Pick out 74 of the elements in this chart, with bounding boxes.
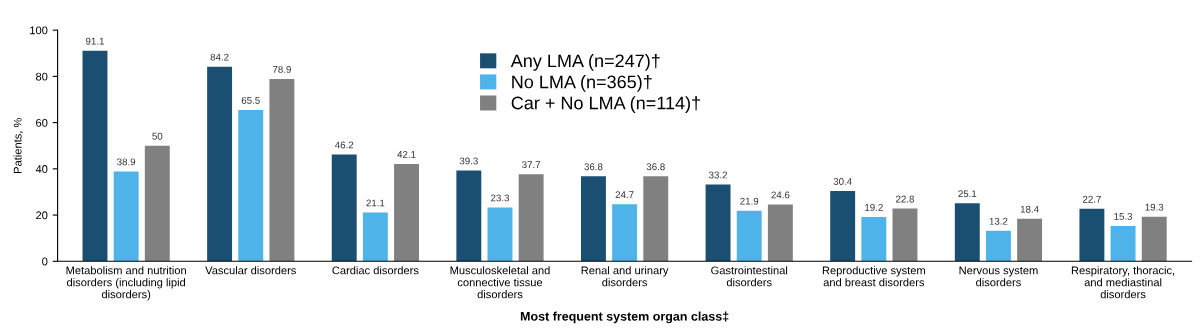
bar	[1079, 208, 1105, 262]
data-label: 22.8	[896, 195, 915, 203]
legend-label: No LMA (n=365)†	[512, 75, 652, 92]
x-tick-label: Nervous system disorders	[959, 266, 1038, 287]
data-label: 50	[152, 132, 163, 140]
x-tick-label: Renal and urinary disorders	[581, 266, 669, 287]
data-label: 19.3	[1145, 203, 1164, 211]
data-label: 65.5	[241, 96, 260, 104]
data-label: 46.2	[334, 141, 354, 149]
bar	[767, 204, 793, 262]
y-tick-label: 20	[36, 211, 48, 220]
bar	[892, 208, 918, 262]
bar	[1110, 225, 1136, 262]
x-tick-label: Respiratory, thoracic, and mediastinal disorders	[1071, 266, 1175, 299]
data-label: 15.3	[1114, 212, 1133, 220]
data-label: 33.2	[708, 171, 728, 179]
x-tick-label: Vascular disorders	[205, 266, 296, 275]
x-tick-label: Reproductive system and breast disorders	[822, 266, 925, 287]
bar	[207, 66, 233, 262]
x-tick-label: Gastrointestinal disorders	[711, 266, 788, 287]
data-label: 22.7	[1082, 195, 1101, 203]
data-label: 18.4	[1020, 205, 1039, 213]
bar	[612, 204, 638, 262]
y-axis-title: Patients, %	[13, 118, 23, 173]
bar	[830, 191, 856, 262]
y-tick-label: 40	[35, 165, 48, 173]
bar	[394, 163, 419, 262]
bar	[643, 176, 669, 262]
x-axis-title: Most frequent system organ class‡	[520, 311, 729, 324]
data-label: 24.6	[771, 191, 790, 199]
bar	[985, 230, 1011, 262]
bar	[113, 171, 139, 262]
bar	[736, 210, 762, 262]
legend-label: Any LMA (n=247)†	[510, 53, 660, 71]
data-label: 42.1	[397, 151, 416, 158]
data-label: 39.3	[459, 157, 478, 165]
bar	[1141, 216, 1167, 262]
bar	[518, 174, 544, 262]
data-label: 38.9	[117, 158, 136, 166]
bar	[238, 109, 264, 262]
data-label: 24.7	[615, 191, 634, 199]
data-label: 19.2	[865, 203, 883, 211]
data-label: 91.1	[85, 37, 104, 45]
data-label: 78.9	[272, 65, 291, 73]
data-label: 30.4	[833, 178, 852, 185]
data-label: 13.2	[989, 217, 1008, 225]
bar	[144, 145, 170, 262]
data-label: 37.7	[522, 161, 541, 169]
bar	[362, 212, 388, 262]
data-label: 36.8	[584, 163, 603, 171]
x-tick-label: Metabolism and nutrition disorders (including lipid disorders)	[66, 266, 186, 301]
x-tick-label: Cardiac disorders	[332, 266, 419, 275]
y-tick-label: 0	[42, 257, 48, 266]
data-label: 21.9	[740, 197, 759, 205]
y-tick-label: 100	[30, 26, 48, 35]
bar	[861, 216, 887, 262]
data-label: 21.1	[366, 199, 385, 207]
bar	[82, 50, 108, 262]
legend-label: Car + No LMA (n=114)†	[511, 96, 700, 113]
bar	[1017, 218, 1043, 262]
bar	[487, 207, 513, 262]
bar	[269, 78, 295, 262]
bar	[331, 154, 357, 262]
bar	[580, 176, 606, 262]
y-tick-label: 80	[36, 72, 48, 81]
bar	[705, 184, 731, 262]
bar	[954, 203, 980, 262]
data-label: 23.3	[491, 194, 510, 202]
x-tick-label: Musculoskeletal and connective tissue disorders	[450, 266, 550, 299]
bar	[456, 170, 482, 262]
y-tick-label: 60	[36, 118, 48, 127]
data-label: 36.8	[646, 163, 665, 171]
data-label: 25.1	[958, 190, 977, 198]
data-label: 84.2	[210, 53, 229, 61]
